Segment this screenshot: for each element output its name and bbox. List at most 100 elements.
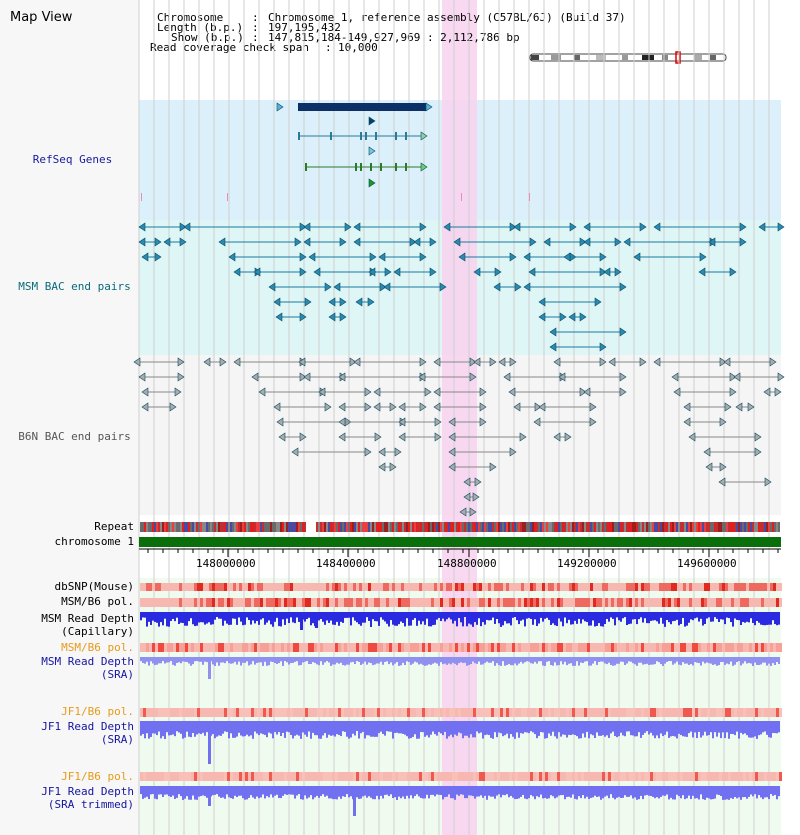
- msm-depth-sra-label[interactable]: MSM Read Depth: [41, 655, 134, 668]
- heat-cell: [305, 583, 308, 591]
- heat-cell: [410, 772, 413, 781]
- depth-bar: [472, 657, 474, 662]
- depth-bar: [360, 786, 362, 799]
- b6n-bac-end: [364, 387, 372, 397]
- depth-bar: [472, 612, 474, 627]
- depth-bar: [378, 721, 380, 734]
- depth-bar: [720, 721, 722, 739]
- depth-bar: [268, 612, 270, 621]
- dbsnp-track-label[interactable]: dbSNP(Mouse): [54, 580, 134, 593]
- heat-cell: [665, 598, 668, 607]
- heat-cell: [257, 643, 260, 652]
- repeat-segment: [376, 522, 378, 532]
- depth-bar: [244, 721, 246, 737]
- heat-cell: [698, 583, 701, 591]
- heat-cell: [239, 772, 242, 781]
- depth-bar: [258, 721, 260, 736]
- heat-cell: [749, 583, 752, 591]
- highlight-region[interactable]: [442, 0, 477, 835]
- msm-b6-pol-label-2[interactable]: MSM/B6 pol.: [61, 641, 134, 654]
- heat-cell: [302, 643, 305, 652]
- heat-cell: [704, 598, 707, 607]
- depth-bar: [338, 721, 340, 735]
- b6n-bac-end: [448, 447, 456, 457]
- depth-bar: [254, 721, 256, 732]
- msm-b6-pol-label[interactable]: MSM/B6 pol.: [61, 595, 134, 608]
- depth-bar: [202, 657, 204, 665]
- heat-cell: [392, 583, 395, 591]
- heat-cell: [764, 598, 767, 607]
- msm-bac-track-label[interactable]: MSM BAC end pairs: [18, 280, 131, 293]
- b6n-bac-end: [589, 402, 597, 412]
- depth-bar: [588, 786, 590, 799]
- depth-bar: [412, 721, 414, 737]
- repeat-track-label[interactable]: Repeat: [94, 520, 134, 533]
- b6n-bac-end: [733, 372, 741, 382]
- depth-bar: [226, 612, 228, 624]
- depth-bar: [704, 612, 706, 625]
- b6n-bac-track-label[interactable]: B6N BAC end pairs: [18, 430, 131, 443]
- heat-cell: [758, 772, 761, 781]
- repeat-segment: [624, 522, 626, 532]
- msm-depth-capillary-label[interactable]: MSM Read Depth: [41, 612, 134, 625]
- depth-bar: [768, 657, 770, 664]
- depth-bar: [680, 657, 682, 666]
- depth-bar: [302, 786, 304, 800]
- b6n-bac-end: [469, 357, 477, 367]
- heat-cell: [440, 598, 443, 607]
- b6n-bac-end: [177, 372, 185, 382]
- depth-bar: [212, 612, 214, 625]
- depth-bar: [442, 786, 444, 800]
- heat-cell: [470, 708, 473, 717]
- depth-bar: [312, 721, 314, 733]
- heat-cell: [392, 772, 395, 781]
- heat-cell: [596, 583, 599, 591]
- depth-bar: [696, 786, 698, 799]
- heat-cell: [518, 708, 521, 717]
- chromosome-bar[interactable]: [139, 537, 781, 547]
- heat-cell: [488, 772, 491, 781]
- depth-bar: [282, 657, 284, 666]
- heat-cell: [515, 598, 518, 607]
- heat-cell: [293, 583, 296, 591]
- heat-cell: [713, 583, 716, 591]
- heat-cell: [464, 598, 467, 607]
- depth-bar: [262, 721, 264, 735]
- depth-bar: [556, 657, 558, 666]
- depth-bar: [334, 786, 336, 800]
- heat-cell: [398, 583, 401, 591]
- repeat-segment: [362, 522, 364, 532]
- refseq-track-label[interactable]: RefSeq Genes: [32, 153, 113, 166]
- depth-bar: [538, 657, 540, 662]
- depth-bar: [614, 612, 616, 626]
- depth-bar: [608, 657, 610, 663]
- depth-bar: [374, 657, 376, 665]
- depth-bar: [444, 612, 446, 622]
- jf1-b6-pol-label[interactable]: JF1/B6 pol.: [61, 705, 134, 718]
- heat-cell: [698, 643, 701, 652]
- refseq-gene-arrow: [425, 102, 433, 112]
- repeat-segment: [724, 522, 726, 532]
- depth-bar: [756, 657, 758, 665]
- chromosome-track-label[interactable]: chromosome 1: [54, 535, 134, 548]
- axis-tick-5: 149600000: [677, 557, 737, 570]
- heat-cell: [656, 598, 659, 607]
- depth-bar: [564, 786, 566, 800]
- repeat-segment: [244, 522, 246, 532]
- repeat-segment: [680, 522, 682, 532]
- heat-cell: [497, 643, 500, 652]
- heat-cell: [491, 583, 494, 591]
- depth-bar: [348, 657, 350, 665]
- heat-cell: [620, 583, 623, 591]
- jf1-depth-trim-label[interactable]: JF1 Read Depth: [41, 785, 134, 798]
- repeat-segment: [558, 522, 560, 532]
- heat-cell: [761, 708, 764, 717]
- depth-bar: [450, 657, 452, 665]
- jf1-depth-sra-label[interactable]: JF1 Read Depth: [41, 720, 134, 733]
- jf1-b6-pol-label-2[interactable]: JF1/B6 pol.: [61, 770, 134, 783]
- msm-bac-end: [439, 282, 447, 292]
- depth-bar: [666, 786, 668, 795]
- heat-cell: [569, 708, 572, 717]
- heat-cell: [356, 708, 359, 717]
- depth-bar: [474, 721, 476, 738]
